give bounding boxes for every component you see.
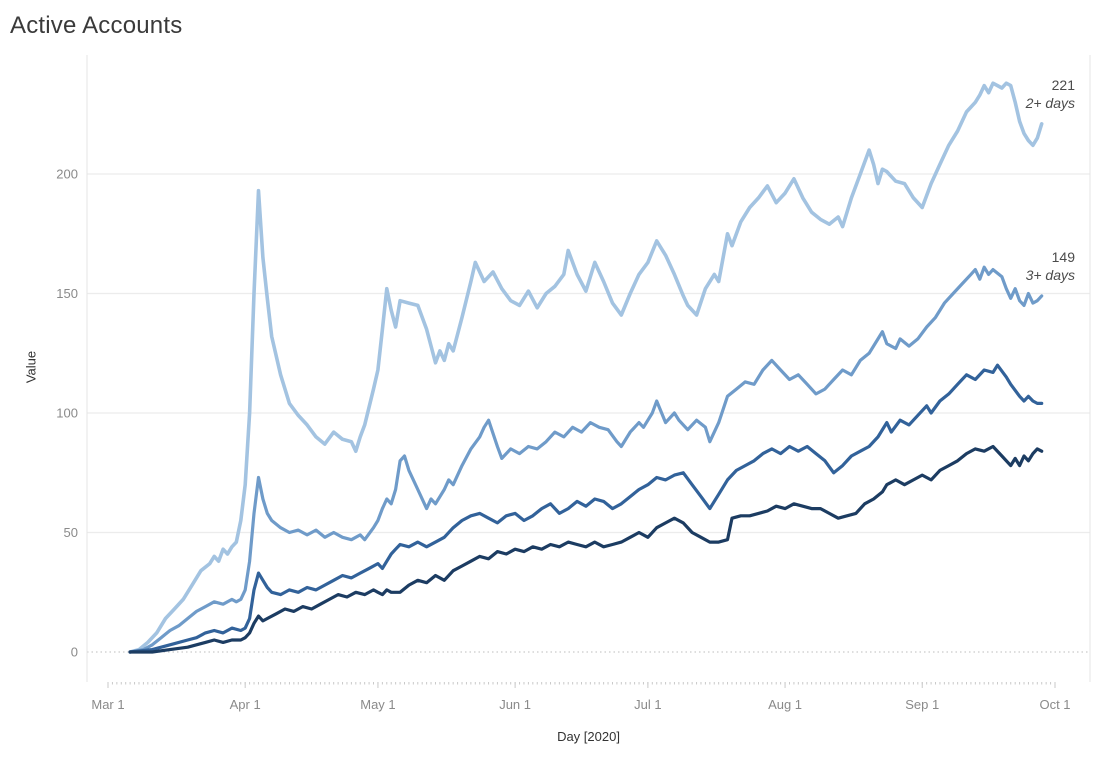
series-name-label: 3+ days: [1026, 267, 1075, 283]
y-tick-label: 200: [56, 167, 78, 182]
x-tick-label: Apr 1: [230, 697, 261, 712]
x-tick-label: Sep 1: [905, 697, 939, 712]
x-tick-label: Jul 1: [634, 697, 661, 712]
x-tick-label: Mar 1: [91, 697, 124, 712]
y-tick-label: 100: [56, 406, 78, 421]
series-end-value-label: 149: [1052, 249, 1076, 265]
y-tick-label: 0: [71, 645, 78, 660]
x-tick-label: Jun 1: [499, 697, 531, 712]
y-tick-label: 150: [56, 286, 78, 301]
series-line-2plus-days[interactable]: [128, 81, 1044, 654]
x-tick-label: May 1: [360, 697, 395, 712]
series-line-4[interactable]: [128, 444, 1044, 654]
series-line-3[interactable]: [128, 363, 1044, 654]
x-axis-title: Day [2020]: [557, 729, 620, 744]
series-name-label: 2+ days: [1025, 95, 1075, 111]
series-end-value-label: 221: [1052, 77, 1076, 93]
x-tick-label: Aug 1: [768, 697, 802, 712]
y-tick-label: 50: [64, 525, 78, 540]
chart-title: Active Accounts: [10, 12, 183, 39]
series-line-3plus-days[interactable]: [128, 265, 1044, 654]
x-tick-label: Oct 1: [1039, 697, 1070, 712]
